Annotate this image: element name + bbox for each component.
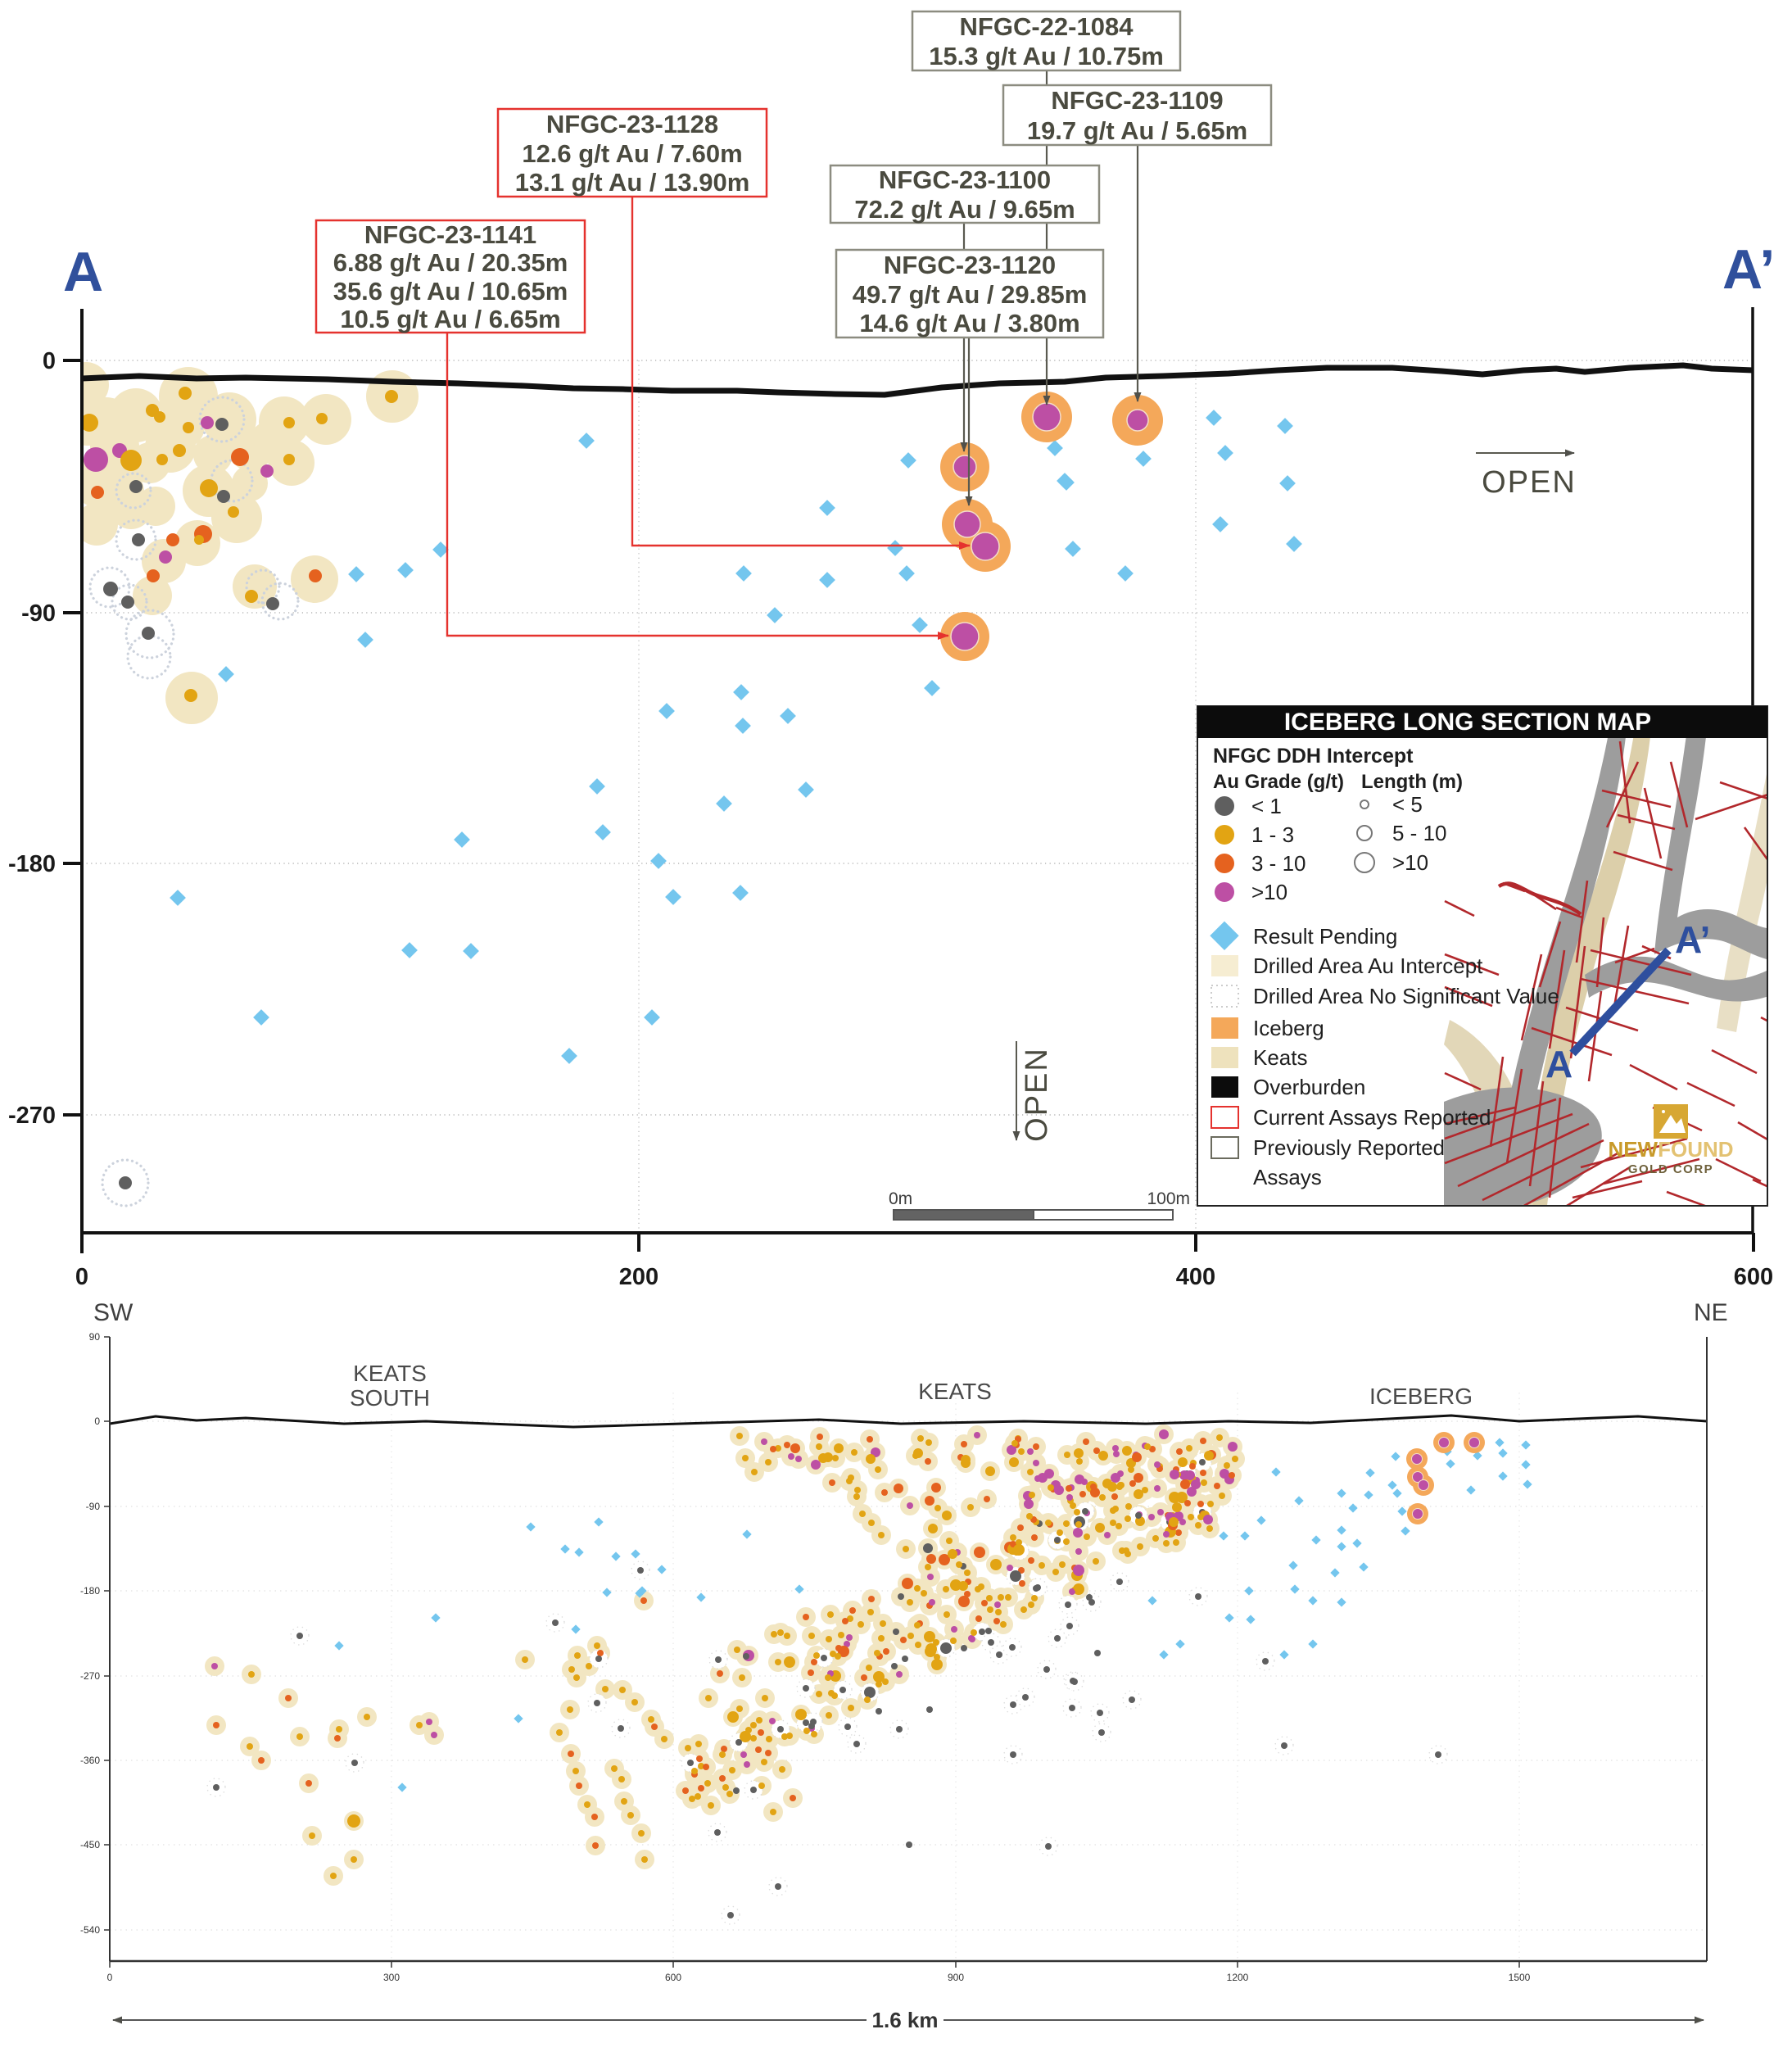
svg-text:3 - 10: 3 - 10: [1251, 851, 1306, 876]
svg-text:Iceberg: Iceberg: [1253, 1016, 1324, 1040]
svg-text:Au Grade (g/t): Au Grade (g/t): [1213, 771, 1344, 793]
svg-text:Length (m): Length (m): [1361, 771, 1463, 793]
svg-text:< 5: < 5: [1392, 792, 1423, 817]
svg-text:-540: -540: [80, 1924, 100, 1936]
svg-text:KEATS: KEATS: [353, 1361, 427, 1386]
svg-text:>10: >10: [1392, 850, 1428, 875]
svg-text:A’: A’: [1722, 238, 1775, 301]
svg-text:< 1: < 1: [1251, 794, 1282, 818]
svg-text:49.7 g/t Au / 29.85m: 49.7 g/t Au / 29.85m: [853, 280, 1088, 309]
svg-text:Drilled Area No Significant Va: Drilled Area No Significant Value: [1253, 984, 1559, 1008]
svg-text:A: A: [63, 241, 103, 303]
svg-text:NE: NE: [1694, 1299, 1728, 1326]
svg-text:600: 600: [665, 1972, 681, 1983]
svg-text:NFGC-23-1128: NFGC-23-1128: [546, 110, 718, 138]
svg-text:10.5 g/t Au / 6.65m: 10.5 g/t Au / 6.65m: [340, 305, 560, 333]
svg-text:0: 0: [43, 348, 56, 374]
svg-text:NFGC-23-1120: NFGC-23-1120: [884, 251, 1056, 279]
svg-text:15.3 g/t Au / 10.75m: 15.3 g/t Au / 10.75m: [929, 42, 1164, 70]
svg-text:600: 600: [1734, 1264, 1773, 1290]
svg-text:300: 300: [383, 1972, 400, 1983]
svg-text:90: 90: [89, 1331, 101, 1343]
svg-text:Keats: Keats: [1253, 1045, 1308, 1070]
svg-text:0: 0: [107, 1972, 113, 1983]
svg-text:-270: -270: [8, 1103, 56, 1129]
svg-text:SW: SW: [93, 1299, 133, 1326]
svg-text:NFGC-23-1141: NFGC-23-1141: [364, 220, 536, 249]
svg-text:NFGC DDH Intercept: NFGC DDH Intercept: [1213, 745, 1414, 768]
svg-text:Overburden: Overburden: [1253, 1075, 1365, 1099]
svg-text:14.6 g/t Au / 3.80m: 14.6 g/t Au / 3.80m: [859, 309, 1079, 337]
svg-text:ICEBERG: ICEBERG: [1369, 1384, 1473, 1409]
svg-text:200: 200: [619, 1264, 658, 1290]
svg-text:-180: -180: [80, 1585, 100, 1597]
svg-text:0: 0: [75, 1264, 88, 1290]
svg-text:6.88 g/t Au / 20.35m: 6.88 g/t Au / 20.35m: [333, 248, 568, 277]
svg-text:19.7 g/t Au / 5.65m: 19.7 g/t Au / 5.65m: [1027, 116, 1247, 145]
svg-text:Drilled Area Au Intercept: Drilled Area Au Intercept: [1253, 954, 1483, 978]
svg-text:-450: -450: [80, 1839, 100, 1850]
svg-text:SOUTH: SOUTH: [350, 1385, 430, 1411]
svg-text:1.6 km: 1.6 km: [872, 2008, 939, 2032]
svg-text:1200: 1200: [1227, 1972, 1249, 1983]
svg-text:1500: 1500: [1509, 1972, 1531, 1983]
svg-text:Result Pending: Result Pending: [1253, 924, 1397, 949]
svg-text:KEATS: KEATS: [918, 1379, 992, 1404]
svg-text:NFGC-22-1084: NFGC-22-1084: [960, 12, 1134, 41]
svg-text:900: 900: [948, 1972, 964, 1983]
svg-text:-180: -180: [8, 851, 56, 877]
svg-text:12.6 g/t Au / 7.60m: 12.6 g/t Au / 7.60m: [522, 139, 742, 168]
svg-text:5 - 10: 5 - 10: [1392, 821, 1447, 845]
svg-text:13.1 g/t Au / 13.90m: 13.1 g/t Au / 13.90m: [515, 168, 750, 197]
svg-text:GOLD CORP: GOLD CORP: [1628, 1162, 1713, 1176]
svg-text:400: 400: [1176, 1264, 1215, 1290]
svg-text:Previously Reported: Previously Reported: [1253, 1135, 1445, 1160]
svg-text:72.2 g/t Au / 9.65m: 72.2 g/t Au / 9.65m: [854, 195, 1075, 224]
svg-text:A’: A’: [1675, 918, 1710, 961]
svg-text:OPEN: OPEN: [1020, 1047, 1054, 1142]
svg-text:NFGC-23-1100: NFGC-23-1100: [879, 165, 1051, 194]
svg-text:ICEBERG LONG SECTION MAP: ICEBERG LONG SECTION MAP: [1284, 709, 1651, 736]
svg-text:A: A: [1545, 1043, 1573, 1085]
svg-text:-360: -360: [80, 1755, 100, 1766]
svg-text:>10: >10: [1251, 880, 1287, 904]
svg-text:NEWFOUND: NEWFOUND: [1608, 1137, 1733, 1162]
svg-text:0: 0: [94, 1416, 100, 1427]
svg-text:Assays: Assays: [1253, 1165, 1322, 1189]
svg-text:100m: 100m: [1147, 1189, 1190, 1208]
svg-text:0m: 0m: [889, 1189, 912, 1208]
svg-text:Current Assays Reported: Current Assays Reported: [1253, 1105, 1491, 1130]
svg-text:35.6 g/t Au / 10.65m: 35.6 g/t Au / 10.65m: [333, 277, 568, 306]
svg-text:-90: -90: [21, 600, 56, 627]
svg-text:-270: -270: [80, 1670, 100, 1682]
svg-text:NFGC-23-1109: NFGC-23-1109: [1051, 86, 1223, 115]
svg-text:-90: -90: [86, 1501, 101, 1512]
svg-text:OPEN: OPEN: [1482, 465, 1577, 500]
svg-text:1 - 3: 1 - 3: [1251, 822, 1294, 847]
